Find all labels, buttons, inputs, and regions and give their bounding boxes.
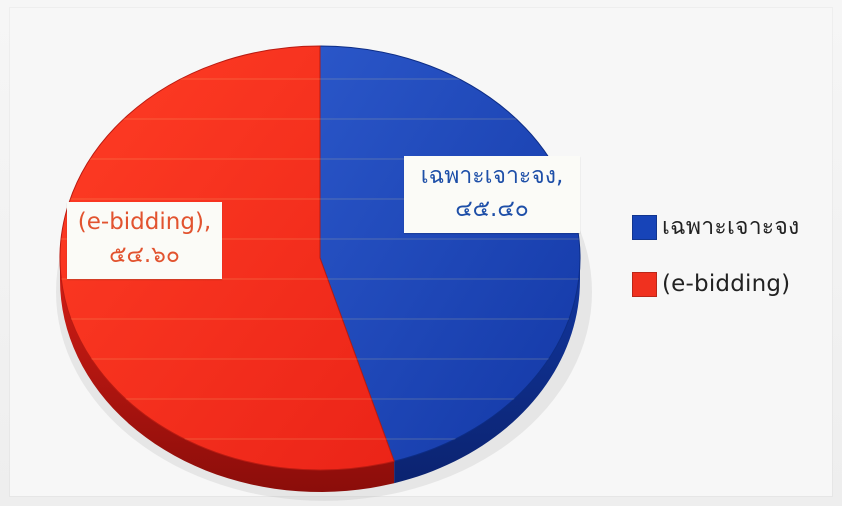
legend-swatch-blue — [632, 214, 657, 240]
legend-swatch-red — [632, 271, 657, 297]
pie-side-specific — [394, 258, 580, 484]
legend-item-ebidding: (e-bidding) — [632, 267, 822, 301]
data-label-ebidding-value: ๕๔.๖๐ — [109, 242, 180, 269]
chart-legend: เฉพาะเจาะจง (e-bidding) — [632, 210, 822, 324]
pie-slices — [59, 45, 581, 471]
pie-texture — [60, 46, 580, 470]
data-label-ebidding: (e-bidding), ๕๔.๖๐ — [67, 202, 222, 279]
legend-item-specific: เฉพาะเจาะจง — [632, 210, 822, 244]
legend-label-specific: เฉพาะเจาะจง — [662, 214, 800, 240]
pie-side-ebidding — [60, 258, 395, 492]
data-label-specific-name: เฉพาะเจาะจง, — [420, 163, 564, 189]
data-label-ebidding-name: (e-bidding), — [77, 209, 212, 235]
data-label-specific-value: ๔๕.๔๐ — [455, 196, 529, 223]
legend-label-ebidding: (e-bidding) — [662, 271, 791, 297]
data-label-specific: เฉพาะเจาะจง, ๔๕.๔๐ — [404, 156, 580, 233]
